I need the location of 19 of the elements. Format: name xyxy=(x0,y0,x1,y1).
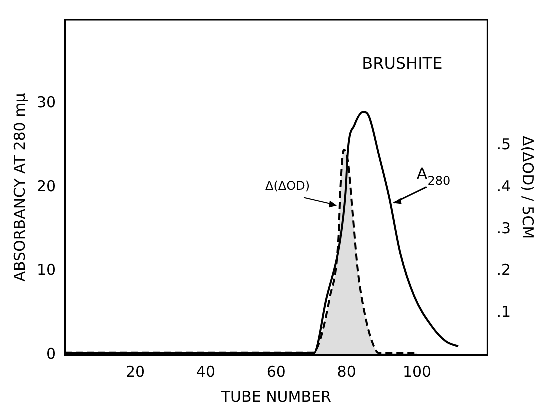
x-tick-label: 100 xyxy=(402,362,432,381)
x-tick-label: 20 xyxy=(126,362,146,381)
x-axis-title: TUBE NUMBER xyxy=(220,388,332,406)
y-tick-label: 0 xyxy=(46,344,56,363)
annotation: BRUSHITE xyxy=(362,54,443,74)
x-tick-label: 80 xyxy=(337,362,356,381)
y-tick-label: 10 xyxy=(36,261,56,280)
y2-tick-label: .5 xyxy=(496,136,511,154)
y2-tick-label: .4 xyxy=(496,177,511,196)
y-axis-title: ABSORBANCY AT 280 mμ xyxy=(10,92,29,282)
x-tick-label: 60 xyxy=(266,362,286,381)
x-tick-label: 40 xyxy=(196,362,216,381)
y-tick-label: 20 xyxy=(36,177,56,196)
y2-axis-title: Δ(ΔOD) / 5CM xyxy=(519,136,538,240)
text: Δ(ΔOD) xyxy=(266,178,310,193)
y2-tick-label: .2 xyxy=(496,261,511,280)
y2-tick-label: .3 xyxy=(496,219,511,238)
y-tick-label: 30 xyxy=(36,94,56,112)
y2-tick-label: .1 xyxy=(496,303,511,322)
